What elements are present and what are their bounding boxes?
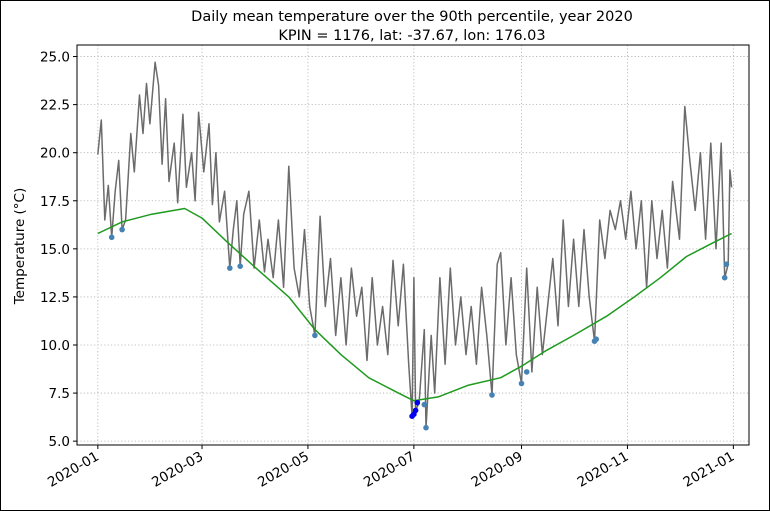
- exceedance-point: [237, 263, 243, 270]
- x-tick-label: 2020-07: [361, 449, 418, 491]
- y-tick-label: 17.5: [40, 194, 70, 210]
- exceedance-point: [721, 274, 728, 281]
- x-tick-label: 2020-03: [149, 449, 206, 491]
- x-tick-label: 2020-09: [469, 449, 526, 491]
- y-tick-label: 25.0: [40, 50, 70, 66]
- exceedance-point: [412, 407, 419, 414]
- y-axis-label: Temperature (°C): [12, 188, 28, 306]
- exceedance-point: [489, 392, 495, 398]
- x-tick-label: 2020-05: [255, 449, 312, 491]
- y-tick-label: 12.5: [40, 290, 70, 306]
- y-tick-label: 20.0: [40, 146, 70, 162]
- exceedance-point: [518, 380, 525, 387]
- 90th-percentile-line: [97, 207, 732, 402]
- exceedance-point: [227, 265, 233, 271]
- plot-area-border: [76, 44, 750, 446]
- exceedance-point: [723, 261, 730, 268]
- chart-title: Daily mean temperature over the 90th per…: [191, 9, 633, 25]
- y-tick-label: 5.0: [49, 434, 70, 450]
- y-tick-label: 7.5: [49, 386, 70, 402]
- x-tick-label: 2020-11: [575, 449, 632, 491]
- exceedance-point: [312, 332, 318, 339]
- x-tick-label: 2020-01: [45, 449, 102, 491]
- series-group: [97, 61, 733, 429]
- chart-subtitle: KPIN = 1176, lat: -37.67, lon: 176.03: [278, 28, 545, 44]
- marker-group: [108, 226, 730, 431]
- y-tick-label: 15.0: [40, 242, 70, 258]
- exceedance-point: [523, 369, 530, 375]
- daily-mean-line: [97, 61, 733, 429]
- x-tick-label: 2021-01: [681, 449, 738, 491]
- y-tick-label: 22.5: [40, 98, 70, 114]
- exceedance-point: [108, 234, 115, 241]
- exceedance-point: [421, 401, 428, 408]
- exceedance-point: [423, 424, 429, 431]
- y-tick-label: 10.0: [40, 338, 70, 354]
- exceedance-point: [119, 226, 125, 233]
- exceedance-point: [593, 336, 599, 343]
- exceedance-point: [414, 399, 421, 406]
